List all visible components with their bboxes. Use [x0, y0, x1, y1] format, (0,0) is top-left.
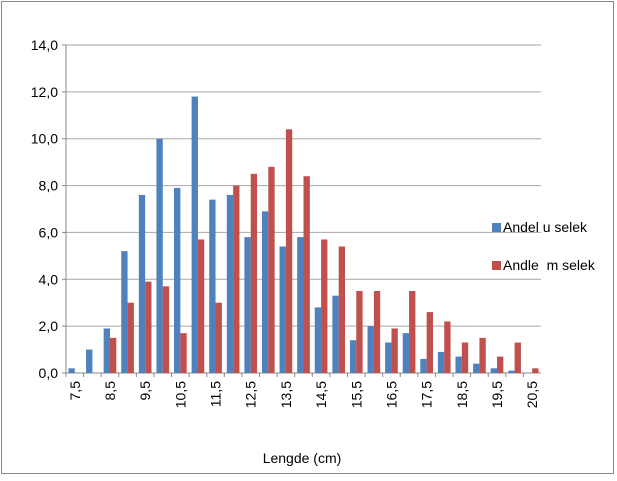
- bar: [373, 291, 381, 373]
- bar: [138, 194, 146, 373]
- bar: [461, 342, 469, 373]
- bar: [215, 302, 222, 373]
- bar: [367, 326, 374, 373]
- x-tick-label: 14,5: [313, 381, 329, 408]
- bar: [86, 349, 93, 373]
- bar: [356, 291, 363, 373]
- bar: [191, 96, 198, 374]
- bar: [162, 286, 170, 373]
- bar: [103, 328, 110, 373]
- bar: [332, 295, 339, 373]
- x-tick-label: 8,5: [102, 381, 118, 401]
- bar: [385, 342, 392, 373]
- y-tick-label: 2,0: [39, 318, 59, 334]
- x-tick-label: 17,5: [419, 381, 435, 408]
- bar: [68, 368, 75, 373]
- bar: [244, 237, 251, 373]
- y-tick-label: 14,0: [31, 37, 58, 53]
- bar: [473, 363, 480, 373]
- x-tick-label: 11,5: [208, 381, 224, 407]
- bar: [268, 166, 275, 373]
- bar: [409, 291, 416, 373]
- y-tick-label: 6,0: [39, 224, 59, 240]
- bar: [180, 333, 187, 373]
- bar: [420, 358, 427, 373]
- bar: [285, 129, 293, 373]
- bar: [226, 194, 234, 373]
- bar: [514, 342, 521, 373]
- bar: [261, 211, 269, 373]
- y-tick-label: 12,0: [31, 84, 58, 100]
- bar: [490, 368, 498, 373]
- bar: [426, 312, 433, 373]
- y-tick-label: 0,0: [39, 365, 59, 381]
- bar: [297, 237, 304, 373]
- bar: [321, 239, 328, 373]
- x-axis-title: Lengde (cm): [263, 450, 342, 466]
- bar: [437, 351, 445, 373]
- y-tick-label: 8,0: [39, 178, 59, 194]
- bar: [197, 239, 205, 373]
- y-tick-label: 10,0: [31, 131, 58, 147]
- x-tick-label: 9,5: [137, 381, 153, 401]
- bar: [479, 337, 486, 373]
- bar: [279, 246, 286, 373]
- bar: [127, 302, 134, 373]
- bar: [497, 356, 504, 373]
- y-tick-label: 4,0: [39, 271, 59, 287]
- bar: [109, 337, 117, 373]
- bar: [444, 321, 451, 373]
- x-tick-label: 15,5: [348, 381, 364, 408]
- bar: [156, 138, 163, 373]
- bar: [402, 333, 410, 373]
- x-tick-label: 16,5: [383, 381, 399, 408]
- bar: [174, 187, 181, 373]
- x-tick-label: 13,5: [278, 381, 294, 408]
- bar: [145, 281, 152, 373]
- bar: [349, 340, 357, 373]
- bar: [209, 199, 216, 373]
- bar: [455, 356, 462, 373]
- bar: [391, 328, 398, 373]
- bar: [338, 246, 346, 373]
- x-tick-label: 19,5: [489, 381, 505, 408]
- x-tick-label: 20,5: [524, 381, 540, 408]
- legend-swatch: [492, 261, 501, 270]
- legend-label: Andel u selek: [503, 219, 588, 235]
- bar: [314, 307, 322, 373]
- bar: [303, 176, 310, 373]
- x-tick-label: 12,5: [243, 381, 259, 408]
- legend-swatch: [492, 223, 501, 232]
- x-tick-label: 7,5: [67, 381, 83, 401]
- bar: [508, 370, 515, 373]
- x-tick-label: 10,5: [172, 381, 188, 408]
- bar: [250, 173, 258, 373]
- bar: [121, 251, 128, 373]
- bar: [532, 368, 539, 373]
- legend-label: Andle m selek: [503, 257, 596, 273]
- x-tick-label: 18,5: [454, 381, 470, 408]
- bar: [233, 185, 240, 373]
